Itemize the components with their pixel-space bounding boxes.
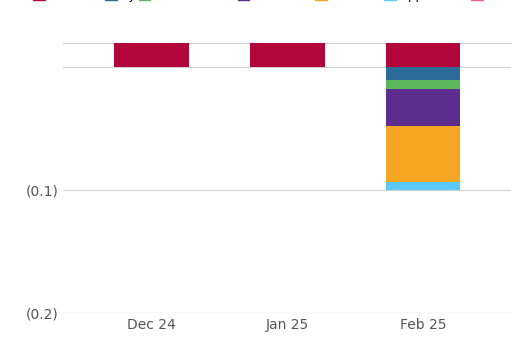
Bar <box>386 126 460 182</box>
Bar <box>386 67 460 80</box>
Bar <box>114 0 189 67</box>
Bar <box>386 80 460 89</box>
Bar <box>386 89 460 126</box>
Bar <box>386 0 460 67</box>
Bar <box>386 182 460 190</box>
Bar <box>250 0 325 67</box>
Legend: Williston, DJ, Powder River, Anadarko, Permian, Appalachia, Others: Williston, DJ, Powder River, Anadarko, P… <box>33 0 527 2</box>
